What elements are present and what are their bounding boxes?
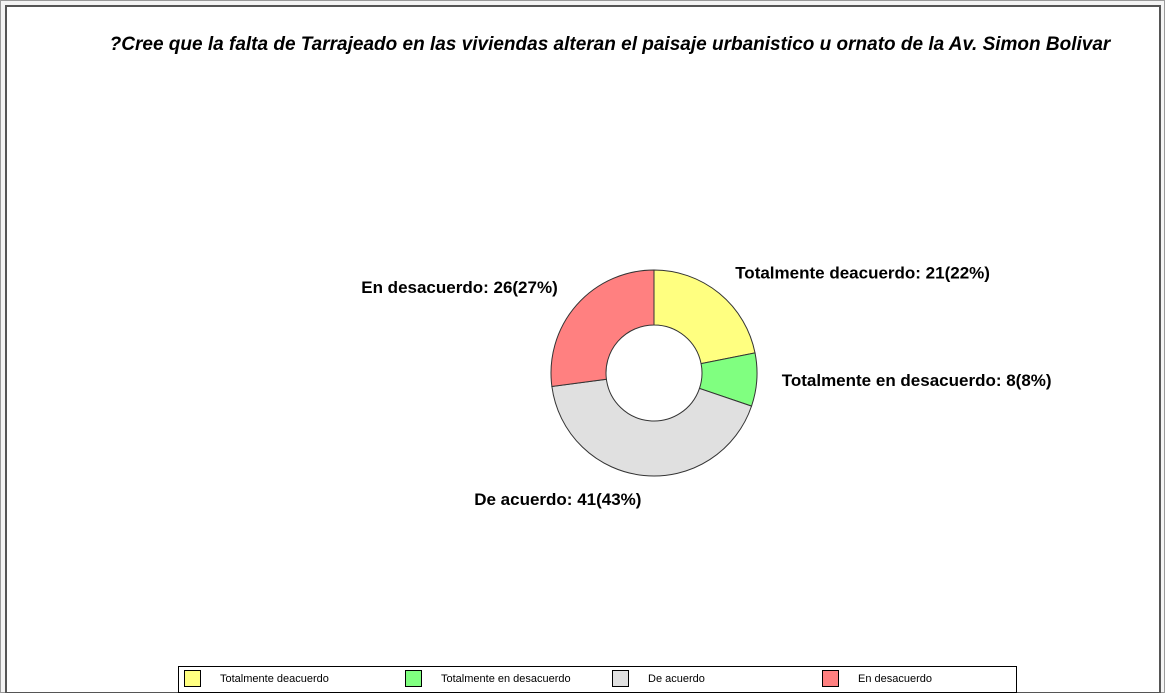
legend-swatch: [405, 670, 422, 687]
legend-swatch: [612, 670, 629, 687]
data-label: En desacuerdo: 26(27%): [361, 278, 558, 297]
legend-label: Totalmente en desacuerdo: [441, 673, 571, 685]
legend-swatch: [184, 670, 201, 687]
donut-slice: [550, 269, 655, 388]
legend-swatch: [822, 670, 839, 687]
legend-label: Totalmente deacuerdo: [220, 673, 329, 685]
legend-label: En desacuerdo: [858, 673, 932, 685]
data-label: De acuerdo: 41(43%): [474, 490, 641, 509]
legend: [178, 666, 1017, 693]
donut-slice: [653, 269, 756, 365]
data-label: Totalmente deacuerdo: 21(22%): [735, 264, 990, 283]
donut-slice: [551, 378, 753, 477]
data-label: Totalmente en desacuerdo: 8(8%): [782, 371, 1052, 390]
legend-label: De acuerdo: [648, 673, 705, 685]
chart-title: ?Cree que la falta de Tarrajeado en las …: [110, 34, 1112, 55]
